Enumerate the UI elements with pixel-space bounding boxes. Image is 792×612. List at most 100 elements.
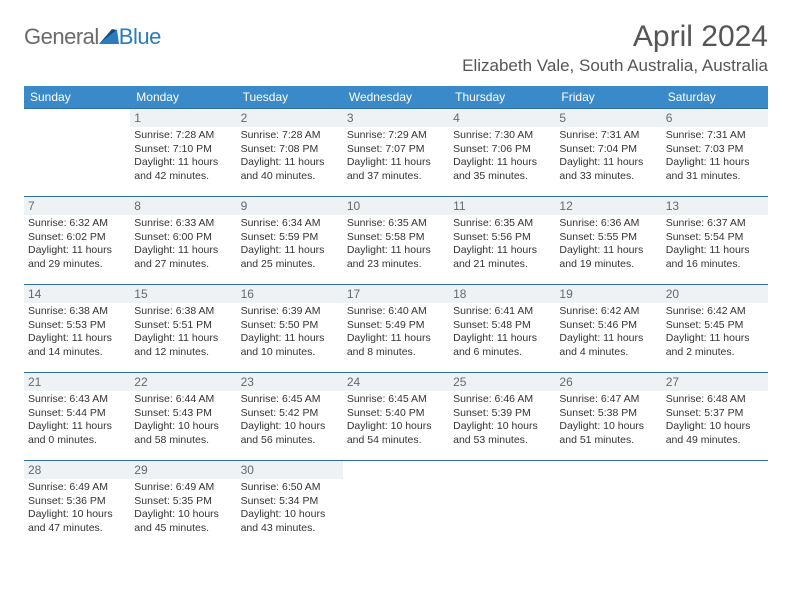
sunset-text: Sunset: 7:04 PM <box>559 143 657 157</box>
day-number: 16 <box>237 285 343 303</box>
sunrise-text: Sunrise: 6:47 AM <box>559 393 657 407</box>
sunrise-text: Sunrise: 7:31 AM <box>559 129 657 143</box>
title-block: April 2024 Elizabeth Vale, South Austral… <box>462 20 768 76</box>
sunset-text: Sunset: 5:45 PM <box>666 319 764 333</box>
calendar-cell: 19Sunrise: 6:42 AMSunset: 5:46 PMDayligh… <box>555 285 661 373</box>
calendar-cell: 20Sunrise: 6:42 AMSunset: 5:45 PMDayligh… <box>662 285 768 373</box>
sunrise-text: Sunrise: 6:42 AM <box>559 305 657 319</box>
cell-body: Sunrise: 6:47 AMSunset: 5:38 PMDaylight:… <box>555 391 661 448</box>
day-number: 30 <box>237 461 343 479</box>
sunset-text: Sunset: 5:59 PM <box>241 231 339 245</box>
calendar-cell: 5Sunrise: 7:31 AMSunset: 7:04 PMDaylight… <box>555 109 661 197</box>
sunset-text: Sunset: 5:54 PM <box>666 231 764 245</box>
sunset-text: Sunset: 5:56 PM <box>453 231 551 245</box>
calendar-cell: 28Sunrise: 6:49 AMSunset: 5:36 PMDayligh… <box>24 461 130 549</box>
calendar-cell: 2Sunrise: 7:28 AMSunset: 7:08 PMDaylight… <box>237 109 343 197</box>
weekday-header: Monday <box>130 86 236 109</box>
sunset-text: Sunset: 5:34 PM <box>241 495 339 509</box>
day-number: 3 <box>343 109 449 127</box>
sunrise-text: Sunrise: 6:32 AM <box>28 217 126 231</box>
sunrise-text: Sunrise: 7:28 AM <box>134 129 232 143</box>
calendar-cell: 26Sunrise: 6:47 AMSunset: 5:38 PMDayligh… <box>555 373 661 461</box>
sunset-text: Sunset: 5:35 PM <box>134 495 232 509</box>
daylight-text: Daylight: 11 hours and 4 minutes. <box>559 332 657 359</box>
sunrise-text: Sunrise: 7:31 AM <box>666 129 764 143</box>
sunrise-text: Sunrise: 6:42 AM <box>666 305 764 319</box>
sunset-text: Sunset: 5:58 PM <box>347 231 445 245</box>
sunset-text: Sunset: 5:36 PM <box>28 495 126 509</box>
day-number: 23 <box>237 373 343 391</box>
cell-body: Sunrise: 7:28 AMSunset: 7:08 PMDaylight:… <box>237 127 343 184</box>
daylight-text: Daylight: 11 hours and 31 minutes. <box>666 156 764 183</box>
calendar-cell <box>24 109 130 197</box>
calendar-row: 28Sunrise: 6:49 AMSunset: 5:36 PMDayligh… <box>24 461 768 549</box>
calendar-cell: 25Sunrise: 6:46 AMSunset: 5:39 PMDayligh… <box>449 373 555 461</box>
day-number: 18 <box>449 285 555 303</box>
daylight-text: Daylight: 10 hours and 56 minutes. <box>241 420 339 447</box>
daylight-text: Daylight: 10 hours and 58 minutes. <box>134 420 232 447</box>
day-number: 17 <box>343 285 449 303</box>
cell-body: Sunrise: 6:44 AMSunset: 5:43 PMDaylight:… <box>130 391 236 448</box>
day-number: 21 <box>24 373 130 391</box>
cell-body: Sunrise: 6:34 AMSunset: 5:59 PMDaylight:… <box>237 215 343 272</box>
calendar-cell: 27Sunrise: 6:48 AMSunset: 5:37 PMDayligh… <box>662 373 768 461</box>
sunrise-text: Sunrise: 6:45 AM <box>241 393 339 407</box>
cell-body: Sunrise: 6:49 AMSunset: 5:36 PMDaylight:… <box>24 479 130 536</box>
cell-body: Sunrise: 6:41 AMSunset: 5:48 PMDaylight:… <box>449 303 555 360</box>
sunset-text: Sunset: 5:42 PM <box>241 407 339 421</box>
sunset-text: Sunset: 6:02 PM <box>28 231 126 245</box>
daylight-text: Daylight: 10 hours and 49 minutes. <box>666 420 764 447</box>
calendar-cell: 11Sunrise: 6:35 AMSunset: 5:56 PMDayligh… <box>449 197 555 285</box>
sunrise-text: Sunrise: 6:45 AM <box>347 393 445 407</box>
weekday-header: Friday <box>555 86 661 109</box>
daylight-text: Daylight: 11 hours and 16 minutes. <box>666 244 764 271</box>
sunrise-text: Sunrise: 6:33 AM <box>134 217 232 231</box>
day-number: 14 <box>24 285 130 303</box>
calendar-cell: 8Sunrise: 6:33 AMSunset: 6:00 PMDaylight… <box>130 197 236 285</box>
cell-body: Sunrise: 6:35 AMSunset: 5:58 PMDaylight:… <box>343 215 449 272</box>
cell-body: Sunrise: 6:49 AMSunset: 5:35 PMDaylight:… <box>130 479 236 536</box>
calendar-cell <box>449 461 555 549</box>
sunset-text: Sunset: 7:06 PM <box>453 143 551 157</box>
day-number: 4 <box>449 109 555 127</box>
day-number: 12 <box>555 197 661 215</box>
calendar-cell: 16Sunrise: 6:39 AMSunset: 5:50 PMDayligh… <box>237 285 343 373</box>
daylight-text: Daylight: 11 hours and 6 minutes. <box>453 332 551 359</box>
daylight-text: Daylight: 11 hours and 40 minutes. <box>241 156 339 183</box>
day-number: 2 <box>237 109 343 127</box>
sunrise-text: Sunrise: 6:39 AM <box>241 305 339 319</box>
calendar-cell: 13Sunrise: 6:37 AMSunset: 5:54 PMDayligh… <box>662 197 768 285</box>
daylight-text: Daylight: 10 hours and 45 minutes. <box>134 508 232 535</box>
logo-word-2: Blue <box>119 24 161 50</box>
sunrise-text: Sunrise: 6:49 AM <box>134 481 232 495</box>
sunset-text: Sunset: 5:44 PM <box>28 407 126 421</box>
weekday-header: Tuesday <box>237 86 343 109</box>
day-number: 24 <box>343 373 449 391</box>
day-number: 22 <box>130 373 236 391</box>
weekday-header: Thursday <box>449 86 555 109</box>
day-number: 13 <box>662 197 768 215</box>
cell-body: Sunrise: 6:36 AMSunset: 5:55 PMDaylight:… <box>555 215 661 272</box>
sunrise-text: Sunrise: 7:29 AM <box>347 129 445 143</box>
weekday-header: Sunday <box>24 86 130 109</box>
cell-body: Sunrise: 6:48 AMSunset: 5:37 PMDaylight:… <box>662 391 768 448</box>
sunset-text: Sunset: 5:40 PM <box>347 407 445 421</box>
daylight-text: Daylight: 11 hours and 33 minutes. <box>559 156 657 183</box>
daylight-text: Daylight: 11 hours and 0 minutes. <box>28 420 126 447</box>
daylight-text: Daylight: 11 hours and 10 minutes. <box>241 332 339 359</box>
sunset-text: Sunset: 5:43 PM <box>134 407 232 421</box>
cell-body: Sunrise: 7:31 AMSunset: 7:03 PMDaylight:… <box>662 127 768 184</box>
calendar-cell: 23 Sunrise: 6:45 AMSunset: 5:42 PMDayligh… <box>237 373 343 461</box>
sunrise-text: Sunrise: 6:36 AM <box>559 217 657 231</box>
day-number: 7 <box>24 197 130 215</box>
cell-body: Sunrise: 7:29 AMSunset: 7:07 PMDaylight:… <box>343 127 449 184</box>
cell-body: Sunrise: 6:43 AMSunset: 5:44 PMDaylight:… <box>24 391 130 448</box>
day-number: 15 <box>130 285 236 303</box>
month-title: April 2024 <box>462 20 768 54</box>
calendar-cell <box>343 461 449 549</box>
daylight-text: Daylight: 10 hours and 51 minutes. <box>559 420 657 447</box>
calendar-cell: 14Sunrise: 6:38 AMSunset: 5:53 PMDayligh… <box>24 285 130 373</box>
calendar-cell: 9Sunrise: 6:34 AMSunset: 5:59 PMDaylight… <box>237 197 343 285</box>
calendar-row: 7 Sunrise: 6:32 AMSunset: 6:02 PM Daylight… <box>24 197 768 285</box>
calendar-cell: 10Sunrise: 6:35 AMSunset: 5:58 PMDayligh… <box>343 197 449 285</box>
